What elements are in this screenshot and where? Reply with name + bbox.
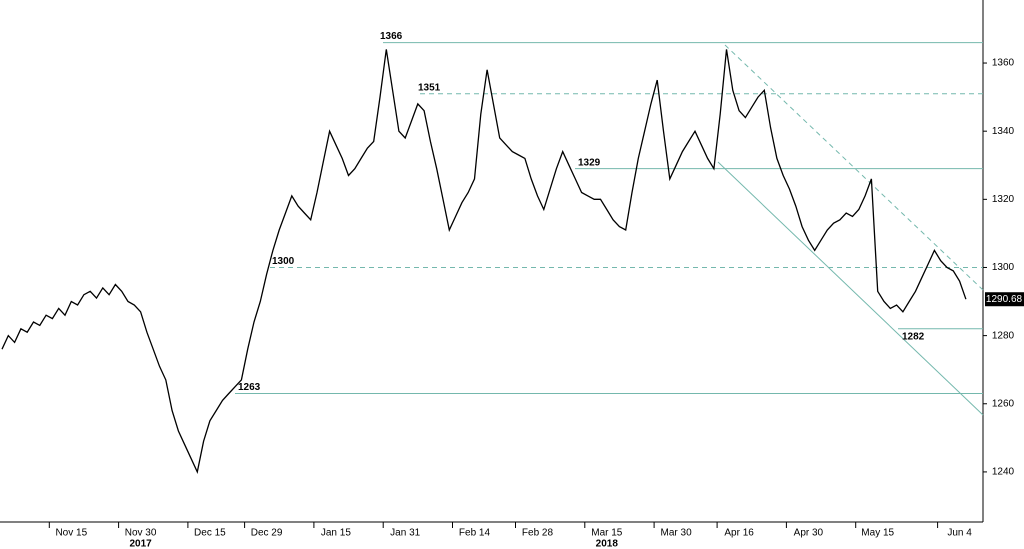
last-price-label: 1290.68: [986, 294, 1023, 305]
x-tick-label: Dec 29: [251, 528, 283, 539]
x-tick-label: Mar 15: [591, 528, 623, 539]
x-tick-label: Apr 30: [794, 528, 824, 539]
y-tick-label: 1300: [992, 262, 1015, 273]
y-tick-label: 1240: [992, 467, 1015, 478]
level-label: 1263: [238, 382, 261, 393]
level-label: 1366: [380, 31, 403, 42]
y-tick-label: 1320: [992, 194, 1015, 205]
x-tick-label: Jun 4: [947, 528, 972, 539]
x-tick-label: Feb 14: [459, 528, 491, 539]
y-tick-label: 1260: [992, 398, 1015, 409]
price-line: [1, 49, 967, 474]
y-tick-label: 1280: [992, 330, 1015, 341]
x-tick-label: Jan 31: [390, 528, 420, 539]
trend-line: [724, 44, 984, 291]
x-tick-label: Feb 28: [522, 528, 554, 539]
trend-line: [717, 161, 984, 416]
year-label: 2018: [596, 539, 619, 549]
y-tick-label: 1340: [992, 126, 1015, 137]
y-tick-label: 1360: [992, 58, 1015, 69]
x-tick-label: Nov 30: [125, 528, 157, 539]
x-tick-label: Nov 15: [55, 528, 87, 539]
level-label: 1282: [902, 331, 925, 342]
x-tick-label: Dec 15: [194, 528, 226, 539]
x-tick-label: Mar 30: [661, 528, 693, 539]
last-price-tag: [985, 292, 1024, 307]
level-label: 1351: [418, 82, 441, 93]
level-label: 1329: [578, 157, 601, 168]
x-tick-label: Apr 16: [724, 528, 754, 539]
year-label: 2017: [129, 539, 152, 549]
x-tick-label: Jan 15: [321, 528, 351, 539]
level-label: 1300: [272, 256, 295, 267]
x-tick-label: May 15: [861, 528, 894, 539]
